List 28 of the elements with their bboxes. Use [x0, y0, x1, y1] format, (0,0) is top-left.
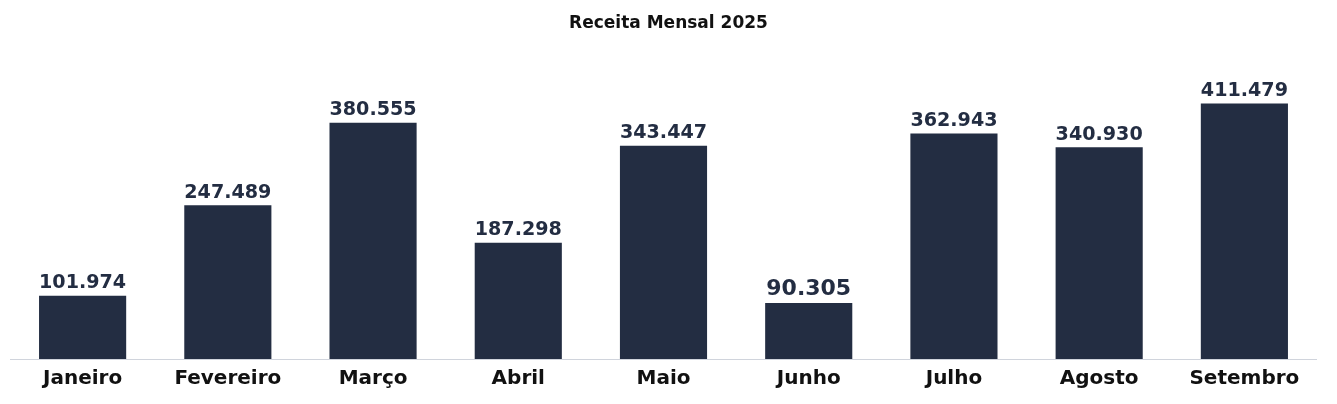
bar — [765, 302, 853, 359]
data-label: 340.930 — [1055, 121, 1143, 145]
data-label: 247.489 — [184, 179, 272, 203]
bar — [619, 145, 708, 359]
data-label: 101.974 — [39, 270, 127, 294]
data-label: 380.555 — [329, 97, 417, 121]
x-tick-label: Agosto — [1059, 365, 1139, 389]
x-tick-label: Janeiro — [41, 365, 123, 389]
bar — [184, 205, 272, 359]
bar — [910, 133, 998, 359]
data-label: 187.298 — [474, 217, 562, 241]
data-label: 362.943 — [910, 108, 998, 132]
x-tick-label: Março — [338, 365, 408, 389]
x-tick-label: Julho — [923, 365, 983, 389]
data-label: 411.479 — [1200, 78, 1288, 102]
x-tick-label: Abril — [491, 365, 545, 389]
bar — [1200, 103, 1288, 359]
bar — [329, 122, 417, 359]
data-label: 343.447 — [619, 120, 708, 144]
bar — [39, 295, 127, 359]
x-tick-label: Junho — [774, 365, 841, 389]
bar — [474, 242, 562, 359]
x-tick-label: Maio — [636, 365, 691, 389]
data-label: 90.305 — [766, 274, 852, 300]
bar — [1055, 147, 1143, 359]
x-tick-label: Fevereiro — [174, 365, 282, 389]
chart-title: Receita Mensal 2025 — [569, 12, 768, 33]
x-tick-label: Setembro — [1189, 365, 1300, 389]
